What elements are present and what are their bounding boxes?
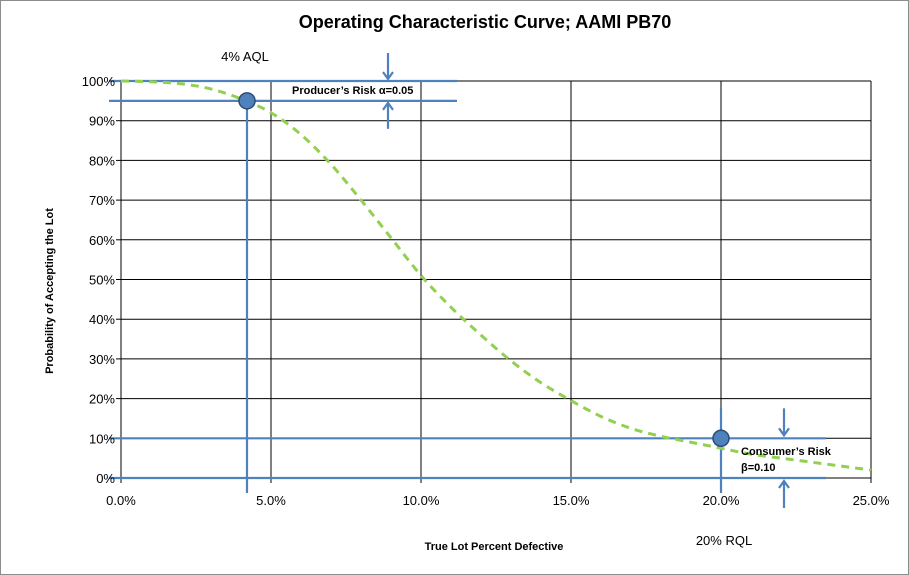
producer-risk-annotation: Producer’s Risk α=0.05 xyxy=(292,85,413,97)
x-tick-label: 5.0% xyxy=(256,493,286,508)
consumer-risk-arrow-up-head xyxy=(778,479,790,489)
producer-risk-arrow-down-head xyxy=(382,71,394,81)
markers xyxy=(238,92,730,448)
y-tick-label: 20% xyxy=(89,392,115,407)
y-tick-label: 60% xyxy=(89,233,115,248)
y-tick-label: 30% xyxy=(89,352,115,367)
aql-point xyxy=(238,92,256,110)
consumer-risk-arrow-down-head xyxy=(778,427,790,438)
guide-lines xyxy=(109,53,826,508)
x-tick-label: 15.0% xyxy=(553,493,590,508)
y-tick-labels: 0% 10% 20% 30% 40% 50% 60% 70% 80% 90% 100% xyxy=(82,74,116,486)
grid xyxy=(116,80,872,483)
y-tick-label: 70% xyxy=(89,193,115,208)
y-axis-label: Probability of Accepting the Lot xyxy=(44,208,56,374)
x-tick-label: 10.0% xyxy=(403,493,440,508)
rql-point xyxy=(712,429,730,448)
oc-curve-series xyxy=(120,79,872,472)
x-axis-label: True Lot Percent Defective xyxy=(425,541,564,553)
x-tick-label: 20.0% xyxy=(703,493,740,508)
consumer-risk-annotation-line2: β=0.10 xyxy=(741,462,776,474)
rql-annotation: 20% RQL xyxy=(696,533,752,548)
consumer-risk-annotation-line1: Consumer’s Risk xyxy=(741,446,832,458)
y-tick-label: 100% xyxy=(82,74,116,89)
chart-title: Operating Characteristic Curve; AAMI PB7… xyxy=(299,12,671,32)
aql-annotation: 4% AQL xyxy=(221,49,269,64)
y-tick-label: 0% xyxy=(96,471,115,486)
y-tick-label: 90% xyxy=(89,114,115,129)
y-tick-label: 40% xyxy=(89,312,115,327)
x-tick-label: 0.0% xyxy=(106,493,136,508)
x-tick-label: 25.0% xyxy=(853,493,890,508)
x-tick-labels: 0.0% 5.0% 10.0% 15.0% 20.0% 25.0% xyxy=(106,493,890,508)
y-tick-label: 50% xyxy=(89,273,115,288)
producer-risk-arrow-up-head xyxy=(382,100,394,111)
y-tick-label: 10% xyxy=(89,431,115,446)
y-tick-label: 80% xyxy=(89,153,115,168)
